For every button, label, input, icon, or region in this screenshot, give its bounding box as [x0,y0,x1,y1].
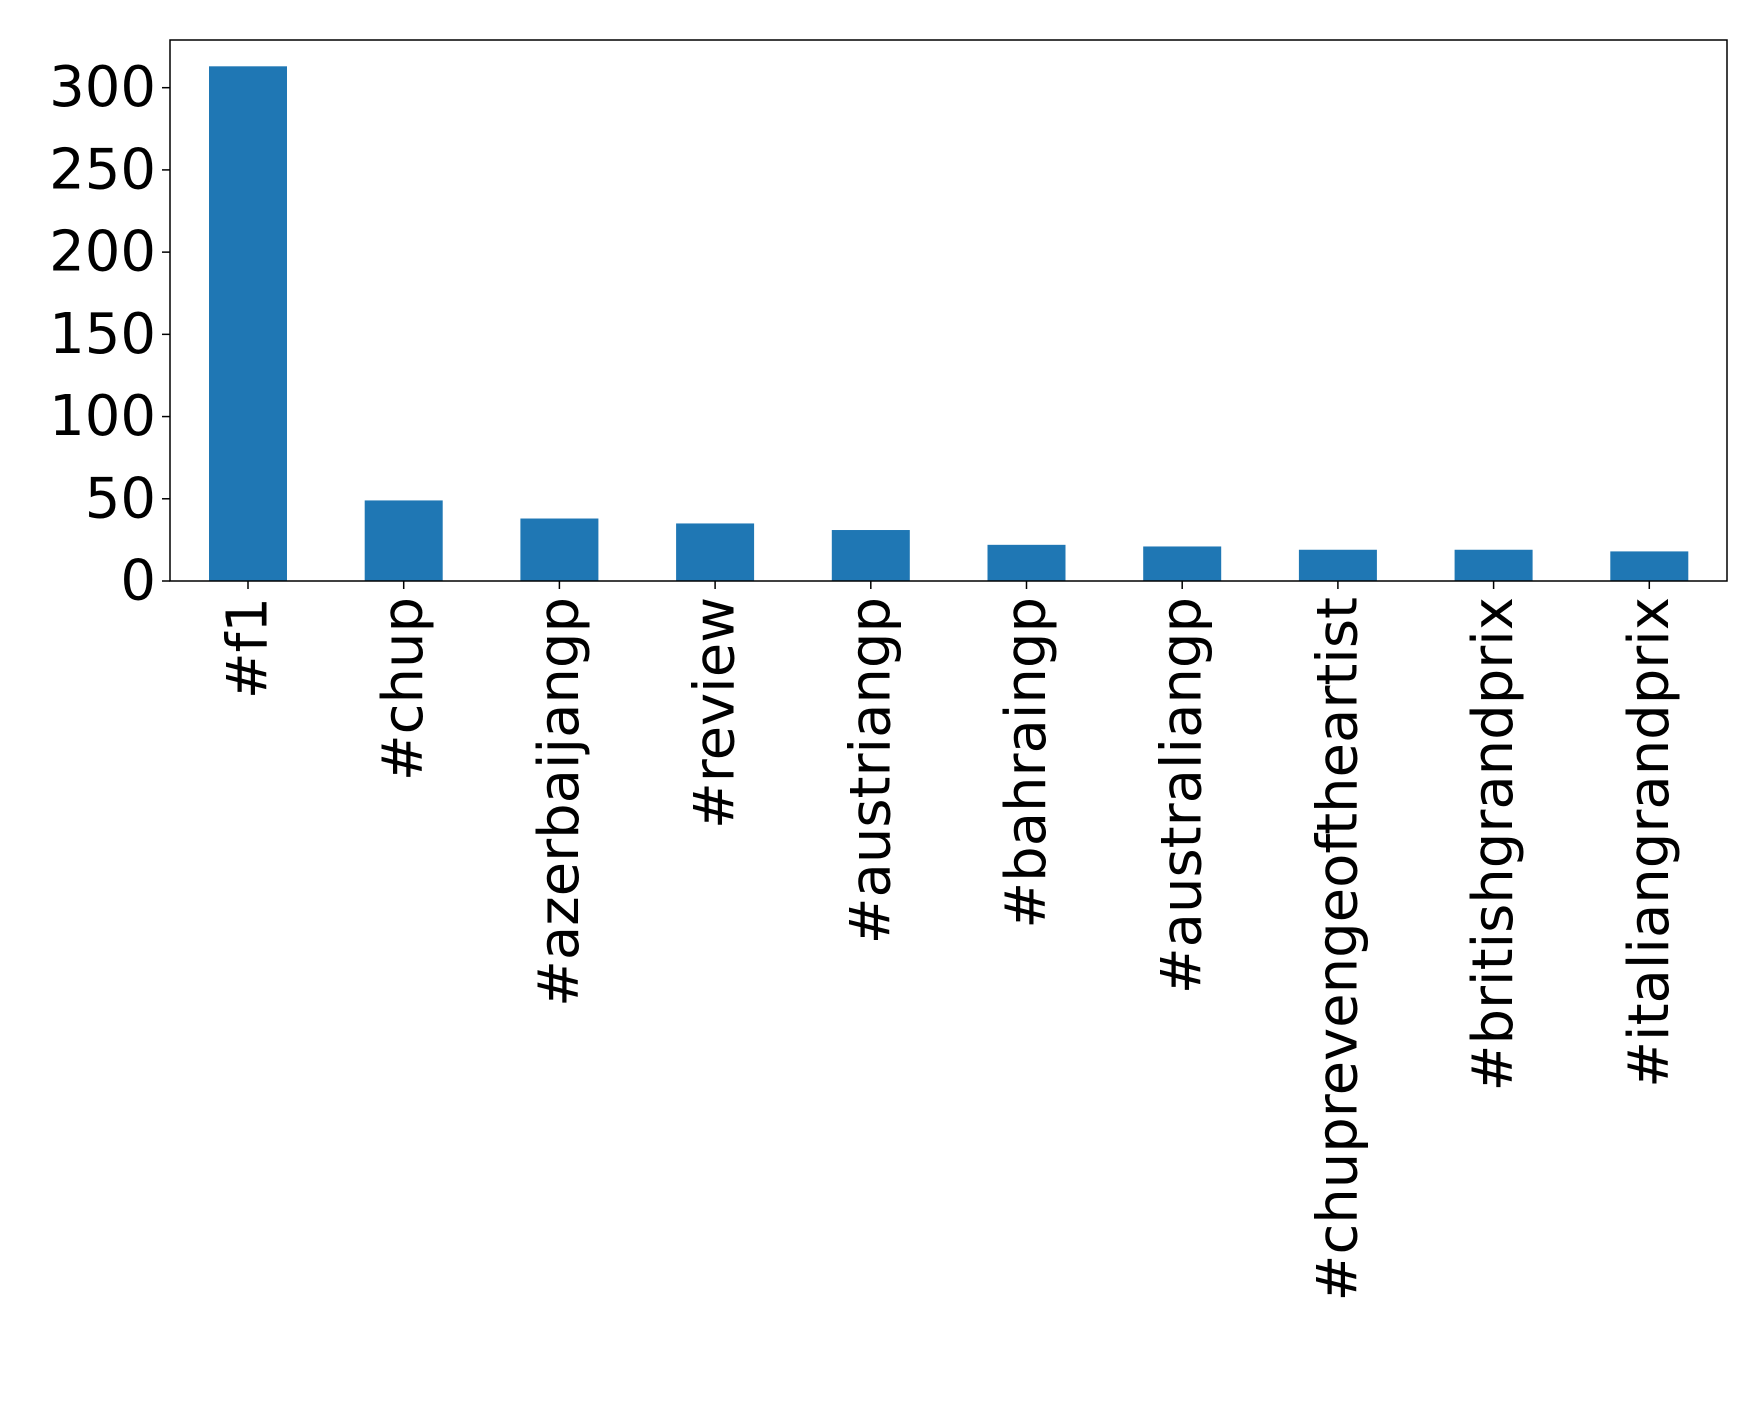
y-tick-label: 300 [49,55,156,120]
y-axis: 0 50 100 150 200 250 300 [49,55,170,614]
plot-frame [169,39,1728,582]
bar-italiangrandprix [1610,551,1689,581]
y-tick-label: 100 [49,384,156,449]
x-axis: #f1 #chup #azerbaijangp #review #austriangp #… [216,581,1682,1301]
x-tick-label: #britishgrandprix [1461,597,1526,1091]
x-tick-label: #austriangp [838,597,903,944]
x-tick-label: #review [683,597,748,829]
bar-chup [364,500,443,581]
y-tick-label: 250 [49,137,156,202]
bars [209,66,1689,581]
bar-f1 [209,66,287,581]
x-tick-label: #azerbaijangp [527,597,592,1007]
y-tick-label: 150 [49,302,156,367]
bar-azerbaijangp [520,518,599,581]
bar-chuprevengeoftheartist [1298,549,1377,581]
y-tick-label: 50 [85,466,156,531]
x-tick-label: #f1 [216,597,281,699]
bar-britishgrandprix [1454,549,1533,581]
y-tick-label: 200 [49,220,156,285]
x-tick-label: #bahraingp [994,597,1059,929]
bar-review [676,523,755,581]
x-tick-label: #italiangrandprix [1617,597,1682,1088]
bar-bahraingp [987,544,1066,581]
x-tick-label: #chup [371,597,436,781]
x-tick-label: #chuprevengeoftheartist [1305,597,1370,1301]
bar-austriangp [831,530,910,581]
x-tick-label: #australiangp [1150,597,1215,994]
y-tick-label: 0 [120,549,156,614]
bar-australiangp [1143,546,1222,581]
